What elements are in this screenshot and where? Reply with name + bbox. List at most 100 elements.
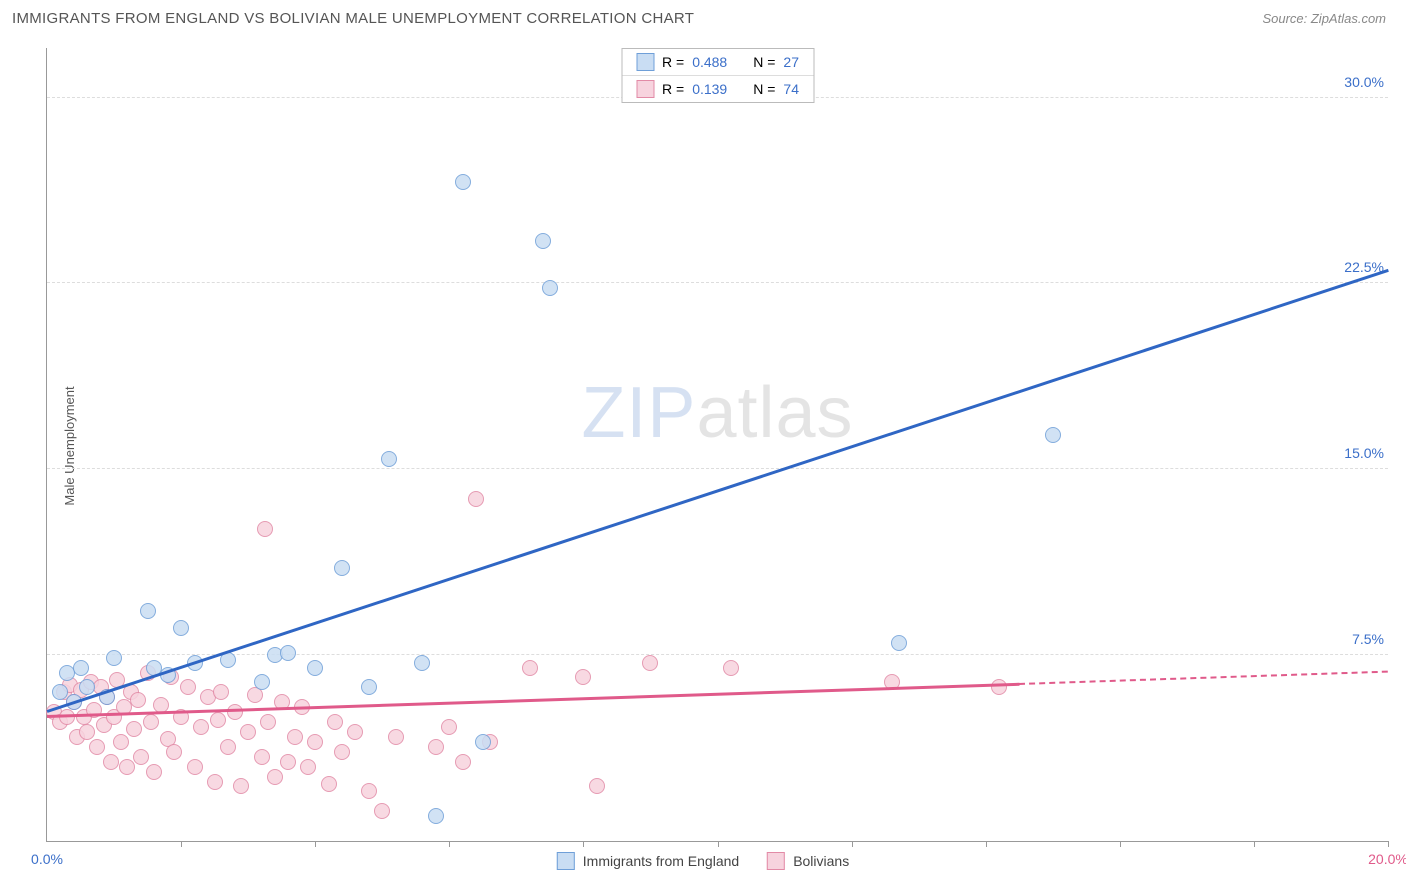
scatter-point: [388, 729, 404, 745]
legend-item: Immigrants from England: [557, 852, 739, 870]
scatter-point: [180, 679, 196, 695]
scatter-point: [327, 714, 343, 730]
scatter-point: [307, 660, 323, 676]
scatter-point: [267, 769, 283, 785]
legend-item: Bolivians: [767, 852, 849, 870]
watermark: ZIPatlas: [581, 372, 853, 454]
scatter-point: [361, 783, 377, 799]
y-tick-label: 15.0%: [1344, 445, 1390, 461]
scatter-point: [89, 739, 105, 755]
r-label: R =: [662, 81, 684, 97]
scatter-point: [79, 679, 95, 695]
scatter-point: [347, 724, 363, 740]
scatter-point: [287, 729, 303, 745]
scatter-point: [59, 709, 75, 725]
scatter-point: [891, 635, 907, 651]
scatter-point: [428, 739, 444, 755]
scatter-point: [334, 560, 350, 576]
scatter-point: [130, 692, 146, 708]
x-tick: [181, 841, 182, 847]
scatter-point: [307, 734, 323, 750]
scatter-point: [140, 603, 156, 619]
scatter-chart: ZIPatlas R = 0.488 N = 27 R = 0.139 N = …: [46, 48, 1388, 842]
scatter-point: [475, 734, 491, 750]
x-tick: [583, 841, 584, 847]
scatter-point: [321, 776, 337, 792]
scatter-point: [334, 744, 350, 760]
scatter-point: [220, 739, 236, 755]
x-tick: [1120, 841, 1121, 847]
scatter-point: [79, 724, 95, 740]
chart-source: Source: ZipAtlas.com: [1262, 11, 1386, 26]
y-tick-label: 7.5%: [1352, 631, 1390, 647]
scatter-point: [166, 744, 182, 760]
scatter-point: [991, 679, 1007, 695]
scatter-point: [173, 620, 189, 636]
legend-stats: R = 0.488 N = 27 R = 0.139 N = 74: [621, 48, 814, 103]
scatter-point: [280, 645, 296, 661]
gridline: [47, 654, 1388, 655]
scatter-point: [126, 721, 142, 737]
scatter-point: [428, 808, 444, 824]
scatter-point: [522, 660, 538, 676]
scatter-point: [254, 749, 270, 765]
legend-stats-row: R = 0.139 N = 74: [622, 75, 813, 102]
scatter-point: [280, 754, 296, 770]
scatter-point: [642, 655, 658, 671]
x-tick: [852, 841, 853, 847]
scatter-point: [300, 759, 316, 775]
n-value: 27: [783, 54, 799, 70]
legend-series: Immigrants from England Bolivians: [557, 852, 849, 870]
scatter-point: [210, 712, 226, 728]
chart-title: IMMIGRANTS FROM ENGLAND VS BOLIVIAN MALE…: [12, 10, 694, 27]
legend-stats-row: R = 0.488 N = 27: [622, 49, 813, 75]
scatter-point: [146, 764, 162, 780]
legend-label: Immigrants from England: [583, 853, 739, 869]
scatter-point: [103, 754, 119, 770]
x-tick: [1388, 841, 1389, 847]
scatter-point: [542, 280, 558, 296]
scatter-point: [455, 174, 471, 190]
scatter-point: [119, 759, 135, 775]
scatter-point: [187, 759, 203, 775]
scatter-point: [207, 774, 223, 790]
scatter-point: [535, 233, 551, 249]
x-tick: [1254, 841, 1255, 847]
r-label: R =: [662, 54, 684, 70]
swatch-icon: [557, 852, 575, 870]
scatter-point: [723, 660, 739, 676]
scatter-point: [260, 714, 276, 730]
x-tick: [315, 841, 316, 847]
scatter-point: [113, 734, 129, 750]
y-tick-label: 30.0%: [1344, 74, 1390, 90]
legend-label: Bolivians: [793, 853, 849, 869]
x-tick-label: 0.0%: [31, 851, 63, 867]
r-value: 0.139: [692, 81, 727, 97]
scatter-point: [468, 491, 484, 507]
scatter-point: [441, 719, 457, 735]
r-value: 0.488: [692, 54, 727, 70]
x-tick: [986, 841, 987, 847]
scatter-point: [361, 679, 377, 695]
scatter-point: [414, 655, 430, 671]
n-label: N =: [753, 81, 775, 97]
scatter-point: [227, 704, 243, 720]
scatter-point: [213, 684, 229, 700]
swatch-icon: [636, 80, 654, 98]
trend-line: [47, 269, 1389, 712]
scatter-point: [589, 778, 605, 794]
gridline: [47, 468, 1388, 469]
n-label: N =: [753, 54, 775, 70]
scatter-point: [254, 674, 270, 690]
scatter-point: [143, 714, 159, 730]
scatter-point: [257, 521, 273, 537]
trend-line-dashed: [1019, 671, 1388, 685]
scatter-point: [193, 719, 209, 735]
scatter-point: [240, 724, 256, 740]
swatch-icon: [767, 852, 785, 870]
n-value: 74: [783, 81, 799, 97]
x-tick: [718, 841, 719, 847]
scatter-point: [374, 803, 390, 819]
gridline: [47, 282, 1388, 283]
x-tick: [449, 841, 450, 847]
